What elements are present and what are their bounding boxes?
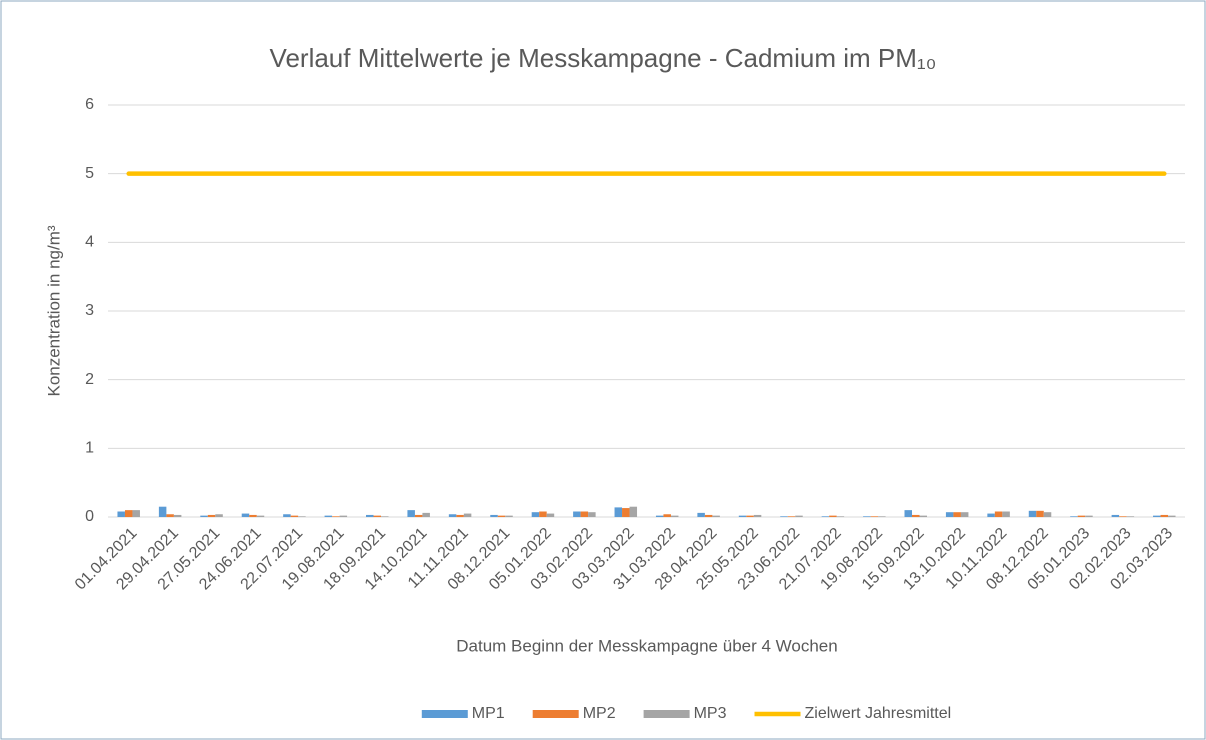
bar — [670, 515, 679, 517]
bar — [663, 514, 671, 517]
y-tick-label: 5 — [85, 165, 94, 182]
y-tick-label: 1 — [85, 440, 94, 457]
bar — [960, 512, 969, 517]
bar — [1070, 516, 1078, 517]
bar — [366, 514, 374, 517]
bar — [1160, 514, 1169, 517]
bar — [332, 516, 340, 517]
bar — [580, 511, 589, 517]
bar — [829, 515, 837, 517]
bar — [1043, 512, 1052, 517]
bar — [655, 515, 664, 517]
bar — [200, 515, 208, 517]
bar — [124, 510, 133, 517]
bar — [463, 513, 472, 517]
bar — [158, 506, 167, 517]
bar — [945, 512, 954, 517]
bar — [821, 516, 830, 517]
bar — [1168, 515, 1176, 517]
legend-label: MP2 — [583, 705, 616, 722]
bar — [573, 511, 581, 517]
bar — [953, 512, 961, 517]
bar — [780, 516, 788, 517]
bar — [588, 512, 596, 517]
bar — [173, 514, 182, 517]
bar — [1085, 515, 1093, 517]
bar — [697, 512, 705, 517]
bar — [1077, 515, 1086, 517]
bar — [381, 516, 389, 517]
bar — [1126, 516, 1135, 517]
bar — [531, 512, 540, 517]
bar — [256, 515, 265, 517]
bar — [132, 510, 140, 517]
bar — [614, 507, 623, 517]
bar — [746, 515, 754, 517]
bar — [1036, 510, 1044, 517]
bar — [870, 516, 879, 517]
bar — [456, 514, 464, 517]
y-tick-label: 4 — [85, 234, 94, 251]
bar — [497, 515, 506, 517]
legend-swatch — [532, 710, 579, 718]
bar — [712, 515, 720, 517]
y-tick-label: 3 — [85, 302, 94, 319]
bar — [904, 510, 912, 517]
bar — [414, 514, 423, 517]
bar — [324, 515, 333, 517]
legend-label: Zielwert Jahresmittel — [805, 705, 952, 722]
bar — [249, 514, 257, 517]
bar — [407, 510, 415, 517]
bar — [215, 514, 223, 517]
bar — [1119, 516, 1127, 517]
bar — [878, 516, 886, 517]
chart-title: Verlauf Mittelwerte je Messkampagne - Ca… — [270, 43, 937, 73]
bar — [539, 511, 547, 517]
y-axis-title: Konzentration in ng/m³ — [44, 225, 63, 396]
bar — [704, 514, 713, 517]
legend-label: MP1 — [472, 705, 505, 722]
bar — [298, 516, 306, 517]
bar — [505, 515, 513, 517]
bar — [795, 515, 803, 517]
bar — [1153, 515, 1161, 517]
bar — [422, 512, 430, 517]
bar — [994, 511, 1003, 517]
bar — [1111, 514, 1120, 517]
legend-label: MP3 — [694, 705, 727, 722]
bar — [448, 514, 457, 517]
bar — [166, 514, 174, 517]
y-tick-label: 0 — [85, 508, 94, 525]
bar — [738, 515, 747, 517]
bar — [117, 511, 125, 517]
x-axis-title: Datum Beginn der Messkampagne über 4 Woc… — [456, 636, 837, 655]
bar — [622, 508, 630, 517]
bar — [373, 515, 381, 517]
bar — [490, 514, 498, 517]
bar — [546, 513, 555, 517]
bar — [863, 516, 871, 517]
bar — [787, 516, 796, 517]
bar — [207, 514, 216, 517]
bar — [629, 506, 638, 517]
bar — [753, 514, 762, 517]
bar — [912, 514, 920, 517]
legend-swatch — [421, 710, 468, 718]
legend-swatch — [643, 710, 690, 718]
y-tick-label: 6 — [85, 96, 94, 113]
bar — [241, 513, 250, 517]
bar — [283, 514, 291, 517]
bar — [987, 513, 995, 517]
bar — [1002, 511, 1010, 517]
bar — [290, 515, 299, 517]
bar — [919, 515, 927, 517]
bar — [836, 516, 845, 517]
bar — [339, 515, 348, 517]
bar — [1028, 510, 1037, 517]
y-tick-label: 2 — [85, 371, 94, 388]
